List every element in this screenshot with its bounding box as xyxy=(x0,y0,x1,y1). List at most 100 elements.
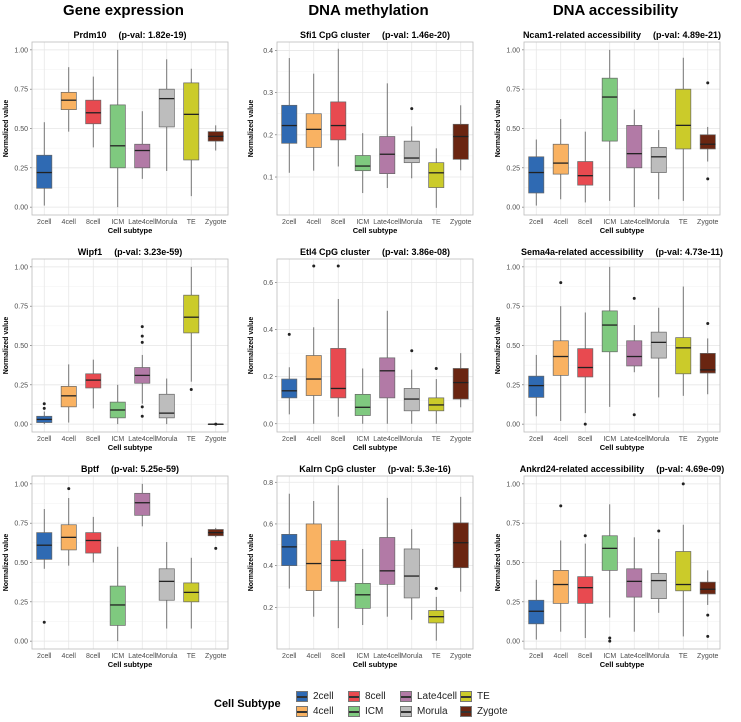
panel-title-gene: Prdm10 xyxy=(73,30,106,40)
plot-border xyxy=(31,41,229,216)
outlier-point xyxy=(67,487,71,491)
outlier-point xyxy=(706,634,710,638)
x-tick-label: Zygote xyxy=(205,219,227,226)
x-tick-label: 8cell xyxy=(331,436,346,443)
panel-pval: (p-val: 1.82e-19) xyxy=(119,30,187,40)
x-tick-label: Morula xyxy=(401,219,423,226)
x-tick-label: 8cell xyxy=(578,219,593,226)
plot-border xyxy=(523,258,721,433)
x-tick-label: 4cell xyxy=(307,653,322,660)
legend-key xyxy=(296,706,308,717)
legend-item-late4cell: Late4cell xyxy=(400,691,457,702)
legend-title: Cell Subtype xyxy=(214,698,281,710)
x-tick-label: 2cell xyxy=(37,436,52,443)
x-tick-label: Zygote xyxy=(450,436,472,443)
box-late4cell xyxy=(379,537,396,585)
x-axis-title: Cell subtype xyxy=(353,660,398,669)
y-tick-label: 0.75 xyxy=(14,304,28,311)
box-te xyxy=(675,551,692,592)
x-tick-label: TE xyxy=(432,219,441,226)
outlier-point xyxy=(312,264,316,268)
box-icm xyxy=(109,104,126,169)
panel-title: Etl4 CpG cluster (p-val: 3.86e-08) xyxy=(300,247,450,257)
x-tick-label: ICM xyxy=(603,219,616,226)
box-icm xyxy=(354,582,371,609)
y-tick-label: 0.25 xyxy=(14,165,28,172)
y-tick-label: 0.2 xyxy=(263,132,273,139)
outlier-point xyxy=(42,406,46,410)
legend-key xyxy=(460,691,472,702)
box-2cell xyxy=(281,378,298,399)
x-tick-label: TE xyxy=(679,436,688,443)
boxplot-panel: Ankrd24-related accessibility (p-val: 4.6… xyxy=(492,462,739,677)
box-te xyxy=(183,82,200,161)
boxplot-svg: Bptf (p-val: 5.25e-59) 0.00 0.25 0.50 0.75 1.0… xyxy=(3,464,229,669)
panel-title: Ncam1-related accessibility (p-val: 4.89e… xyxy=(523,30,721,40)
panel-title: Bptf (p-val: 5.25e-59) xyxy=(81,464,179,474)
plot-border xyxy=(31,258,229,433)
outlier-point xyxy=(657,529,661,533)
y-tick-label: 0.6 xyxy=(263,280,273,287)
box-2cell xyxy=(528,599,545,625)
outlier-point xyxy=(140,414,144,418)
y-tick-label: 1.00 xyxy=(14,264,28,271)
plot-border xyxy=(276,41,474,216)
x-tick-label: 2cell xyxy=(282,436,297,443)
y-axis-title: Normalized value xyxy=(495,534,502,592)
outlier-point xyxy=(559,281,563,285)
y-tick-label: 0.1 xyxy=(263,175,273,182)
box-icm xyxy=(109,585,126,626)
y-tick-label: 0.00 xyxy=(506,422,520,429)
box-8cell xyxy=(330,348,347,399)
x-axis-title: Cell subtype xyxy=(108,660,153,669)
x-tick-label: TE xyxy=(187,219,196,226)
y-axis-title: Normalized value xyxy=(3,317,10,375)
x-tick-label: 2cell xyxy=(529,436,544,443)
panel-title: Prdm10 (p-val: 1.82e-19) xyxy=(73,30,186,40)
y-tick-label: 0.75 xyxy=(506,304,520,311)
outlier-point xyxy=(434,366,438,370)
y-tick-label: 1.00 xyxy=(14,481,28,488)
box-8cell xyxy=(577,576,594,604)
y-tick-label: 1.00 xyxy=(506,47,520,54)
legend-key xyxy=(348,691,360,702)
boxplot-svg: Sfi1 CpG cluster (p-val: 1.46e-20) 0.1 0.2 0… xyxy=(248,30,474,235)
box-te xyxy=(428,162,445,188)
box-zygote xyxy=(452,123,469,160)
boxplot-panel: Bptf (p-val: 5.25e-59) 0.00 0.25 0.50 0.75 1.0… xyxy=(0,462,247,677)
panel-title-gene: Sema4a-related accessibility xyxy=(521,247,644,257)
box-4cell xyxy=(552,143,569,175)
x-axis-title: Cell subtype xyxy=(353,226,398,235)
legend: Cell Subtype 2cell 4cell 8cell ICM Late4cell… xyxy=(0,684,741,722)
y-tick-label: 0.00 xyxy=(14,205,28,212)
legend-label: TE xyxy=(477,691,490,702)
y-tick-label: 0.2 xyxy=(263,374,273,381)
outlier-point xyxy=(706,81,710,85)
x-tick-label: Morula xyxy=(156,436,178,443)
legend-item-4cell: 4cell xyxy=(296,706,334,717)
x-tick-label: 2cell xyxy=(282,653,297,660)
y-tick-label: 0.75 xyxy=(14,521,28,528)
x-tick-label: 4cell xyxy=(62,219,77,226)
outlier-point xyxy=(706,613,710,617)
box-zygote xyxy=(699,581,716,595)
x-tick-label: 4cell xyxy=(307,219,322,226)
box-zygote xyxy=(452,522,469,569)
legend-item-zygote: Zygote xyxy=(460,706,508,717)
x-tick-label: 4cell xyxy=(307,436,322,443)
x-tick-label: 8cell xyxy=(86,653,101,660)
y-tick-label: 1.00 xyxy=(506,481,520,488)
panel-pval: (p-val: 1.46e-20) xyxy=(382,30,450,40)
box-8cell xyxy=(577,348,594,378)
x-tick-label: 2cell xyxy=(37,219,52,226)
y-axis-title: Normalized value xyxy=(248,317,255,375)
plot-border xyxy=(523,41,721,216)
legend-label: 4cell xyxy=(313,706,334,717)
x-tick-label: 4cell xyxy=(62,653,77,660)
outlier-point xyxy=(189,388,193,392)
box-late4cell xyxy=(134,143,151,169)
boxplot-panel: Etl4 CpG cluster (p-val: 3.86e-08) 0.0 0.2 0… xyxy=(245,245,492,460)
panel-pval: (p-val: 3.86e-08) xyxy=(382,247,450,257)
box-icm xyxy=(354,393,371,416)
